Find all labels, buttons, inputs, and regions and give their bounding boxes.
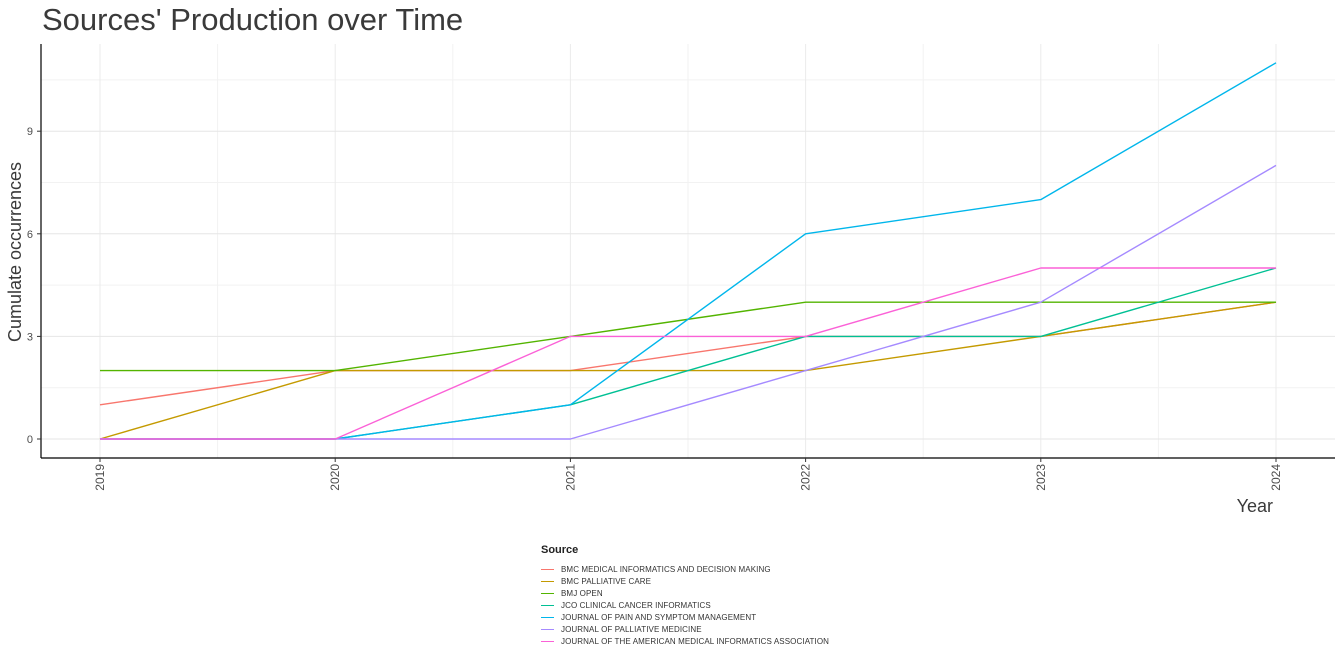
y-tick-label: 3 <box>27 331 33 343</box>
x-tick-label: 2024 <box>1269 464 1283 491</box>
legend-label: BMC MEDICAL INFORMATICS AND DECISION MAK… <box>561 564 771 574</box>
x-tick-label: 2022 <box>799 464 813 491</box>
legend-label: BMJ OPEN <box>561 588 603 598</box>
y-axis-label: Cumulate occurrences <box>5 162 25 342</box>
legend-key <box>541 568 554 570</box>
legend-key <box>541 616 554 618</box>
legend-key <box>541 628 554 630</box>
grid-minor <box>41 44 1335 458</box>
legend-key <box>541 640 554 642</box>
x-tick-label: 2021 <box>563 464 577 491</box>
legend-label: JOURNAL OF PALLIATIVE MEDICINE <box>561 624 702 634</box>
legend-title: Source <box>541 544 579 556</box>
legend-item: BMJ OPEN <box>541 587 829 599</box>
axes <box>40 44 1335 459</box>
series-lines <box>99 62 1277 440</box>
x-ticks: 2019 2020 2021 2022 2023 2024 <box>93 458 1283 491</box>
legend: Source BMC MEDICAL INFORMATICS AND DECIS… <box>541 544 829 647</box>
legend-item: BMC MEDICAL INFORMATICS AND DECISION MAK… <box>541 563 829 575</box>
legend-item: JCO CLINICAL CANCER INFORMATICS <box>541 599 829 611</box>
legend-label: JOURNAL OF PAIN AND SYMPTOM MANAGEMENT <box>561 612 757 622</box>
series-line <box>100 267 1276 440</box>
y-tick-label: 0 <box>27 434 33 446</box>
legend-item: JOURNAL OF PALLIATIVE MEDICINE <box>541 623 829 635</box>
legend-label: BMC PALLIATIVE CARE <box>561 576 652 586</box>
legend-label: JCO CLINICAL CANCER INFORMATICS <box>561 600 711 610</box>
y-ticks: 0 3 6 9 <box>27 126 41 446</box>
legend-item: JOURNAL OF PAIN AND SYMPTOM MANAGEMENT <box>541 611 829 623</box>
chart-title: Sources' Production over Time <box>42 2 464 37</box>
x-axis-label: Year <box>1237 496 1273 516</box>
legend-label: JOURNAL OF THE AMERICAN MEDICAL INFORMAT… <box>561 636 830 646</box>
x-tick-label: 2020 <box>328 464 342 491</box>
y-tick-label: 6 <box>27 229 33 241</box>
legend-items: BMC MEDICAL INFORMATICS AND DECISION MAK… <box>541 563 829 647</box>
legend-item: JOURNAL OF THE AMERICAN MEDICAL INFORMAT… <box>541 635 829 647</box>
legend-key <box>541 592 554 594</box>
legend-key <box>541 580 554 582</box>
x-tick-label: 2019 <box>93 464 107 491</box>
chart-plot: 0 3 6 9 2019 2020 2021 2022 2023 2024 Cumulate o… <box>5 44 1335 516</box>
legend-key <box>541 604 554 606</box>
x-tick-label: 2023 <box>1034 464 1048 491</box>
y-tick-label: 9 <box>27 126 33 138</box>
legend-item: BMC PALLIATIVE CARE <box>541 575 829 587</box>
